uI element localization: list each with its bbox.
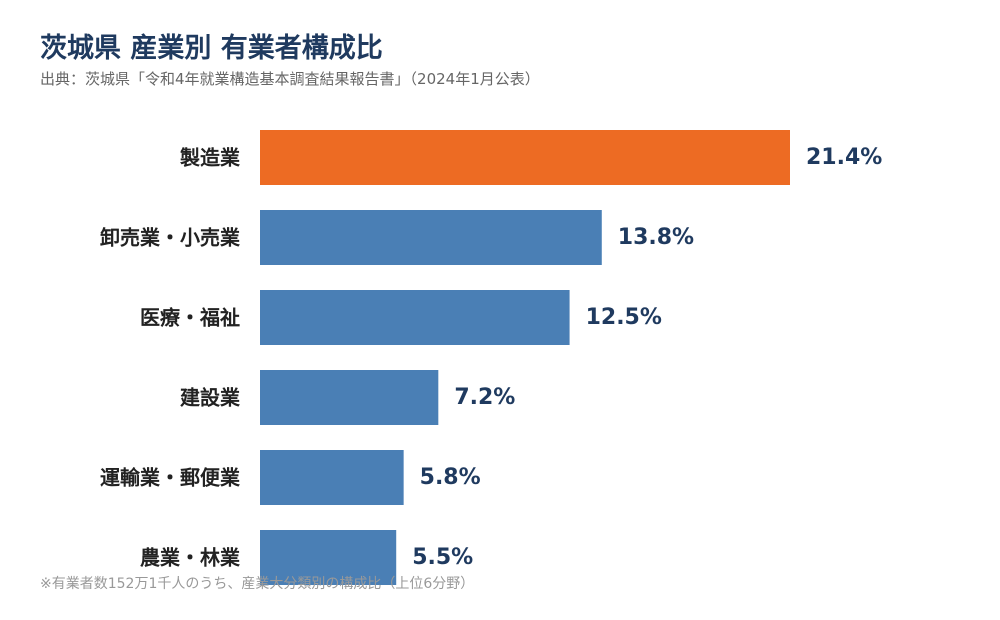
category-label-1: 製造業 [180,146,241,170]
bar-2 [260,210,602,265]
bar-1 [260,130,790,185]
category-label-6: 農業・林業 [140,546,241,570]
bar-5 [260,450,404,505]
chart-footnote: ※有業者数152万1千人のうち、産業大分類別の構成比（上位6分野） [40,576,475,592]
value-label-5: 5.8% [420,465,481,490]
category-label-2: 卸売業・小売業 [100,226,241,250]
chart-title: 茨城県 産業別 有業者構成比 [40,33,383,64]
bar-3 [260,290,570,345]
value-label-4: 7.2% [454,385,515,410]
bar-6 [260,530,397,585]
value-label-2: 13.8% [618,225,694,250]
chart-source: 出典：茨城県「令和4年就業構造基本調査結果報告書」（2024年1月公表） [40,70,540,88]
category-label-5: 運輸業・郵便業 [100,466,241,490]
value-label-6: 5.5% [412,545,473,570]
value-label-1: 21.4% [806,145,882,170]
value-label-3: 12.5% [586,305,662,330]
bar-4 [260,370,439,425]
category-label-4: 建設業 [180,386,241,410]
category-label-3: 医療・福祉 [140,306,240,330]
